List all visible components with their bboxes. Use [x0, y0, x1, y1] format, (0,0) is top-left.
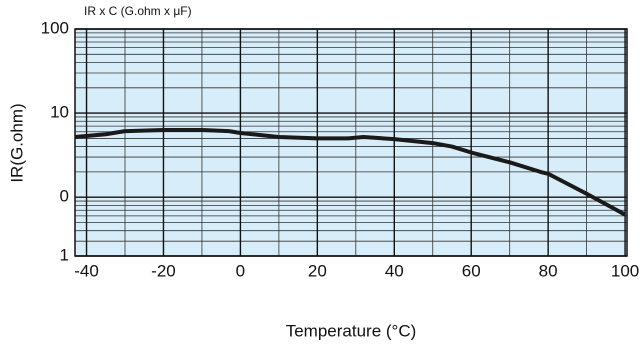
x-axis-label: Temperature (°C) — [286, 321, 417, 340]
x-tick-label: 0 — [236, 261, 245, 280]
x-tick-label: -40 — [74, 261, 99, 280]
y-tick-label: 100 — [41, 18, 69, 37]
x-tick-label: 60 — [462, 261, 481, 280]
x-tick-label: -20 — [151, 261, 176, 280]
data-line — [74, 127, 627, 217]
x-tick-label: 100 — [611, 261, 639, 280]
plot-border — [74, 28, 628, 257]
y-axis-label: IR(G.ohm) — [7, 103, 26, 182]
y-tick-label: 0 — [60, 187, 69, 206]
chart-title: IR x C (G.ohm x μF) — [84, 4, 192, 18]
y-tick-label: 1 — [60, 245, 69, 264]
x-tick-label: 40 — [385, 261, 404, 280]
plot-background — [75, 29, 627, 256]
x-tick-label: 20 — [308, 261, 327, 280]
x-tick-label: 80 — [539, 261, 558, 280]
y-tick-label: 10 — [50, 103, 69, 122]
